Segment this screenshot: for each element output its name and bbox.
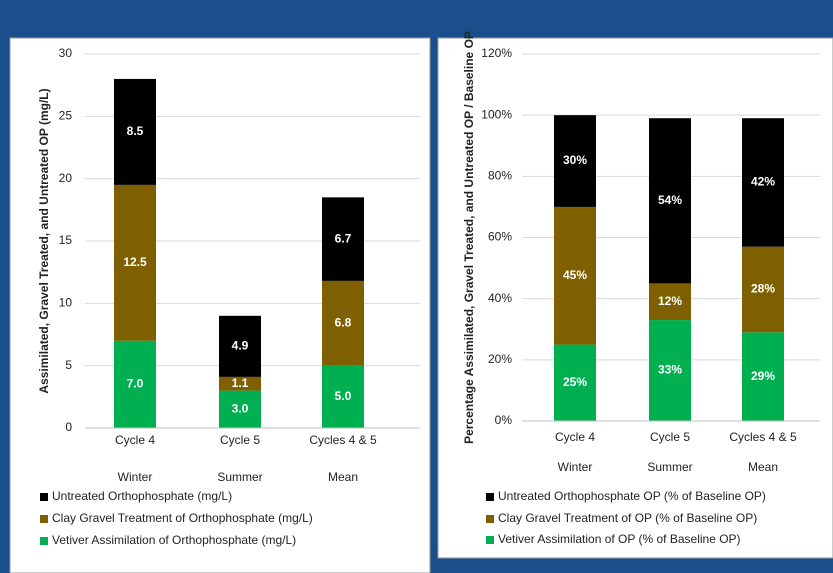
y-axis-label: Percentage Assimilated, Gravel Treated, … — [462, 31, 476, 444]
y-tick-label: 0% — [495, 413, 513, 427]
y-tick-label: 20 — [59, 171, 73, 185]
value-label: 25% — [563, 375, 587, 389]
legend-label: Clay Gravel Treatment of OP (% of Baseli… — [498, 511, 757, 525]
bar-segment — [114, 184, 156, 341]
value-label: 45% — [563, 268, 587, 282]
x-tick-label: Cycles 4 & 5 — [729, 430, 797, 444]
value-label: 54% — [658, 193, 682, 207]
y-tick-label: 60% — [488, 230, 512, 244]
bar-segment — [742, 332, 784, 421]
bar-segment — [114, 78, 156, 185]
value-label: 4.9 — [232, 339, 249, 353]
value-label: 5.0 — [335, 389, 352, 403]
y-tick-label: 0 — [65, 420, 72, 434]
value-label: 8.5 — [127, 124, 144, 138]
legend-swatch — [40, 537, 48, 545]
x-tick-label: Cycle 5 — [220, 433, 260, 447]
bar-segment — [554, 206, 596, 345]
bar-segment — [322, 197, 364, 281]
legend-label: Clay Gravel Treatment of Orthophosphate … — [52, 511, 313, 525]
bar-segment — [649, 320, 691, 421]
x-tick-label: Cycles 4 & 5 — [309, 433, 377, 447]
y-tick-label: 10 — [59, 296, 73, 310]
bar-segment — [649, 118, 691, 284]
value-label: 30% — [563, 153, 587, 167]
legend-label: Untreated Orthophosphate (mg/L) — [52, 489, 232, 503]
value-label: 42% — [751, 175, 775, 189]
legend-label: Vetiver Assimilation of Orthophosphate (… — [52, 533, 296, 547]
y-tick-label: 20% — [488, 352, 512, 366]
bar-segment — [554, 344, 596, 421]
x-sublabel: Mean — [328, 470, 358, 484]
y-tick-label: 120% — [481, 46, 512, 60]
legend-label: Untreated Orthophosphate OP (% of Baseli… — [498, 489, 766, 503]
y-tick-label: 40% — [488, 291, 512, 305]
value-label: 3.0 — [232, 401, 249, 415]
y-tick-label: 15 — [59, 233, 73, 247]
value-label: 28% — [751, 282, 775, 296]
legend-swatch — [486, 515, 494, 523]
value-label: 6.8 — [335, 315, 352, 329]
y-tick-label: 80% — [488, 169, 512, 183]
y-tick-label: 30 — [59, 46, 73, 60]
value-label: 29% — [751, 369, 775, 383]
legend-swatch — [486, 536, 494, 544]
value-label: 1.1 — [232, 376, 249, 390]
value-label: 33% — [658, 363, 682, 377]
value-label: 12.5 — [123, 255, 147, 269]
legend-swatch — [486, 493, 494, 501]
y-tick-label: 100% — [481, 107, 512, 121]
x-sublabel: Summer — [647, 460, 692, 474]
bar-segment — [322, 280, 364, 366]
y-tick-label: 5 — [65, 358, 72, 372]
legend-swatch — [40, 493, 48, 501]
x-tick-label: Cycle 5 — [650, 430, 690, 444]
bar-segment — [554, 115, 596, 207]
y-tick-label: 25 — [59, 109, 73, 123]
value-label: 7.0 — [127, 377, 144, 391]
x-sublabel: Summer — [217, 470, 262, 484]
bar-segment — [219, 376, 261, 391]
x-sublabel: Winter — [558, 460, 593, 474]
bar-segment — [114, 340, 156, 428]
bar-segment — [649, 283, 691, 321]
value-label: 12% — [658, 294, 682, 308]
x-tick-label: Cycle 4 — [115, 433, 155, 447]
legend-swatch — [40, 515, 48, 523]
x-sublabel: Winter — [118, 470, 153, 484]
bar-segment — [742, 118, 784, 247]
bar-segment — [742, 246, 784, 333]
bar-segment — [322, 365, 364, 428]
bar-segment — [219, 315, 261, 377]
x-sublabel: Mean — [748, 460, 778, 474]
x-tick-label: Cycle 4 — [555, 430, 595, 444]
legend-label: Vetiver Assimilation of OP (% of Baselin… — [498, 532, 741, 546]
bar-segment — [219, 390, 261, 428]
y-axis-label: Assimilated, Gravel Treated, and Untreat… — [37, 88, 51, 393]
value-label: 6.7 — [335, 231, 352, 245]
